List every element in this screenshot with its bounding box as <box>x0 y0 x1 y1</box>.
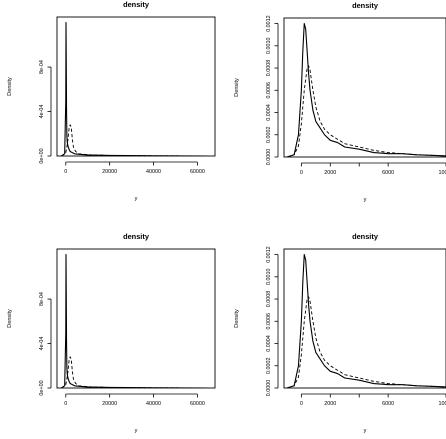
x-tick-label: 2000 <box>324 401 336 407</box>
y-tick-label: 0.0002 <box>266 127 272 144</box>
y-tick-label: 0.0008 <box>266 60 272 77</box>
y-tick-label: 4e-04 <box>39 105 45 119</box>
x-axis-label: y <box>364 428 367 434</box>
density-panel: density 0 20000 40000 60000 y 0e+00 4e-04 8e-04 D… <box>7 232 216 434</box>
x-tick-label: 0 <box>300 170 303 176</box>
chart-title: density <box>352 232 379 241</box>
x-tick-label: 40000 <box>146 169 161 175</box>
y-tick-label: 0e+00 <box>39 380 45 395</box>
solid-density-line <box>61 254 209 388</box>
chart-title: density <box>123 0 150 9</box>
y-axis-label: Density <box>234 78 240 97</box>
y-axis-label: Density <box>7 309 13 328</box>
x-tick-label: 0 <box>64 169 67 175</box>
y-tick-label: 0.0006 <box>266 82 272 99</box>
x-tick-label: 60000 <box>190 401 205 407</box>
solid-density-line <box>286 254 446 388</box>
y-tick-label: 8e-04 <box>39 60 45 74</box>
x-tick-label: 6000 <box>382 170 394 176</box>
plot-frame <box>283 248 446 389</box>
y-tick-label: 8e-04 <box>39 292 45 306</box>
y-tick-label: 0.0006 <box>266 313 272 330</box>
x-tick-label: 10000 <box>439 170 446 176</box>
x-tick-label: 20000 <box>102 401 117 407</box>
y-tick-label: 0.0004 <box>266 104 272 121</box>
solid-density-line <box>286 23 446 157</box>
y-axis-label: Density <box>7 77 13 96</box>
x-axis-label: y <box>135 196 138 202</box>
x-tick-label: 40000 <box>146 401 161 407</box>
plot-frame <box>56 16 216 157</box>
x-axis-label: y <box>364 197 367 203</box>
y-tick-label: 0.0008 <box>266 291 272 308</box>
density-panel: density 0 2000 6000 10000 y 0.0000 0.0002 0.0004… <box>234 1 446 203</box>
solid-density-line <box>61 22 209 156</box>
plot-frame <box>56 248 216 389</box>
dashed-density-line <box>286 65 446 157</box>
x-tick-label: 6000 <box>382 401 394 407</box>
y-tick-label: 0.0012 <box>266 15 272 32</box>
plot-frame <box>283 17 446 158</box>
x-tick-label: 2000 <box>324 170 336 176</box>
y-tick-label: 0.0010 <box>266 38 272 55</box>
y-tick-label: 4e-04 <box>39 337 45 351</box>
density-panel: density 0 20000 40000 60000 y 0e+00 4e-04 8e-04 D… <box>7 0 216 202</box>
y-tick-label: 0.0012 <box>266 246 272 263</box>
y-tick-label: 0.0004 <box>266 335 272 352</box>
dashed-density-line <box>61 356 209 388</box>
y-tick-label: 0.0010 <box>266 269 272 286</box>
y-tick-label: 0e+00 <box>39 148 45 163</box>
y-tick-label: 0.0002 <box>266 358 272 375</box>
x-tick-label: 60000 <box>190 169 205 175</box>
x-tick-label: 0 <box>64 401 67 407</box>
density-panel: density 0 2000 6000 10000 y 0.0000 0.0002 0.0004… <box>234 232 446 434</box>
x-axis-label: y <box>135 428 138 434</box>
chart-title: density <box>352 1 379 10</box>
x-tick-label: 10000 <box>439 401 446 407</box>
x-tick-label: 0 <box>300 401 303 407</box>
chart-title: density <box>123 232 150 241</box>
y-axis-label: Density <box>234 309 240 328</box>
y-tick-label: 0.0000 <box>266 380 272 397</box>
dashed-density-line <box>61 124 209 156</box>
x-tick-label: 20000 <box>102 169 117 175</box>
dashed-density-line <box>286 296 446 388</box>
y-tick-label: 0.0000 <box>266 149 272 166</box>
